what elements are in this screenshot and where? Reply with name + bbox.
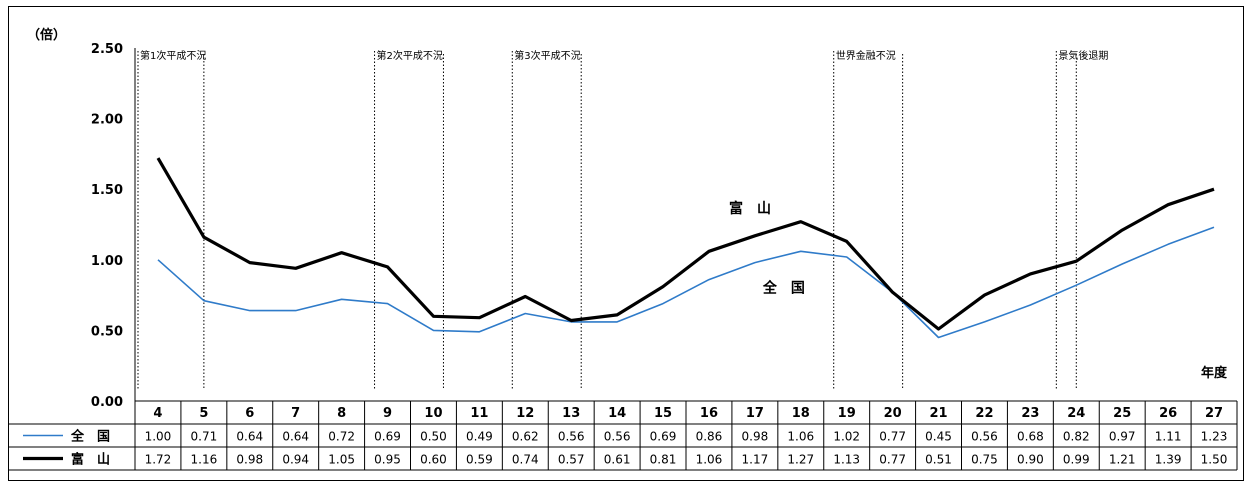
legend-label: 富 山 xyxy=(71,452,110,468)
table-cell-value: 0.50 xyxy=(420,430,447,444)
x-tick-label: 13 xyxy=(562,406,580,421)
x-tick-label: 12 xyxy=(516,406,534,421)
table-cell-value: 0.94 xyxy=(282,453,309,467)
table-cell-value: 1.05 xyxy=(328,453,355,467)
table-cell-value: 0.98 xyxy=(742,430,769,444)
table-cell-value: 0.49 xyxy=(466,430,493,444)
table-cell-value: 0.60 xyxy=(420,453,447,467)
x-tick-label: 9 xyxy=(383,406,392,421)
table-cell-value: 0.51 xyxy=(925,453,952,467)
table-cell-value: 0.74 xyxy=(512,453,539,467)
table-cell-value: 0.77 xyxy=(879,453,906,467)
y-tick-label: 2.50 xyxy=(91,42,123,57)
x-tick-label: 14 xyxy=(608,406,626,421)
table-cell-value: 0.98 xyxy=(236,453,263,467)
x-tick-label: 27 xyxy=(1205,406,1223,421)
x-tick-label: 10 xyxy=(424,406,442,421)
table-cell-value: 1.00 xyxy=(145,430,172,444)
y-tick-label: 2.00 xyxy=(91,113,123,128)
table-cell-value: 1.17 xyxy=(742,453,769,467)
table-cell-value: 1.23 xyxy=(1201,430,1228,444)
table-cell-value: 1.39 xyxy=(1155,453,1182,467)
y-tick-label: 0.00 xyxy=(91,395,123,410)
series-label: 全 国 xyxy=(762,279,805,296)
x-tick-label: 18 xyxy=(792,406,810,421)
table-cell-value: 0.62 xyxy=(512,430,539,444)
table-cell-value: 0.68 xyxy=(1017,430,1044,444)
table-cell-value: 0.77 xyxy=(879,430,906,444)
table-cell-value: 0.81 xyxy=(650,453,677,467)
table-cell-value: 0.57 xyxy=(558,453,585,467)
table-cell-value: 0.69 xyxy=(650,430,677,444)
y-tick-label: 0.50 xyxy=(91,324,123,339)
recession-label: 第3次平成不況 xyxy=(514,49,580,62)
table-cell-value: 1.50 xyxy=(1201,453,1228,467)
x-tick-label: 23 xyxy=(1021,406,1039,421)
x-tick-label: 11 xyxy=(470,406,488,421)
y-tick-label: 1.50 xyxy=(91,183,123,198)
table-cell-value: 0.82 xyxy=(1063,430,1090,444)
table-cell-value: 1.06 xyxy=(696,453,723,467)
chart-frame: （倍） 年度 0.00 0.50 1.00 1.50 2.00 2.50 第1次平成不況 第2… xyxy=(8,6,1244,481)
y-unit-label: （倍） xyxy=(27,27,66,43)
table-cell-value: 1.02 xyxy=(833,430,860,444)
y-tick-label: 1.00 xyxy=(91,254,123,269)
x-tick-label: 24 xyxy=(1067,406,1085,421)
plot-area: 0.00 0.50 1.00 1.50 2.00 2.50 第1次平成不況 第2次平成不況 第3… xyxy=(91,42,1215,410)
table-cell-value: 1.72 xyxy=(145,453,172,467)
x-tick-label: 7 xyxy=(291,406,300,421)
table-cell-value: 0.45 xyxy=(925,430,952,444)
x-tick-label: 20 xyxy=(884,406,902,421)
chart-svg: （倍） 年度 0.00 0.50 1.00 1.50 2.00 2.50 第1次平成不況 第2… xyxy=(9,27,1238,471)
x-tick-label: 6 xyxy=(245,406,254,421)
x-tick-label: 25 xyxy=(1113,406,1131,421)
table-cell-value: 0.97 xyxy=(1109,430,1136,444)
table-cell-value: 1.21 xyxy=(1109,453,1136,467)
table-cell-value: 0.69 xyxy=(374,430,401,444)
table-cell-value: 1.06 xyxy=(787,430,814,444)
table-cell-value: 0.75 xyxy=(971,453,998,467)
data-table: 4 5 6 7 8 9 10 11 12 13 14 15 16 17 18 19 20 21 22 23 24 25 26… xyxy=(9,400,1238,471)
x-tick-label: 19 xyxy=(838,406,856,421)
table-cell-value: 0.90 xyxy=(1017,453,1044,467)
table-cell-value: 0.61 xyxy=(604,453,631,467)
x-tick-label: 4 xyxy=(153,406,162,421)
series-line xyxy=(157,226,1215,339)
series-line xyxy=(156,157,1215,331)
recession-label: 世界金融不況 xyxy=(836,49,896,62)
table-cell-value: 0.95 xyxy=(374,453,401,467)
x-axis-label: 年度 xyxy=(1201,365,1228,381)
table-cell-value: 0.56 xyxy=(604,430,631,444)
x-tick-label: 15 xyxy=(654,406,672,421)
legend-label: 全 国 xyxy=(70,429,110,445)
table-cell-value: 1.13 xyxy=(833,453,860,467)
series-label: 富 山 xyxy=(729,200,771,217)
x-tick-label: 22 xyxy=(975,406,993,421)
table-cell-value: 1.27 xyxy=(787,453,814,467)
table-cell-value: 0.86 xyxy=(696,430,723,444)
recession-label: 第1次平成不況 xyxy=(140,49,206,62)
table-cell-value: 0.71 xyxy=(191,430,218,444)
x-tick-label: 8 xyxy=(337,406,346,421)
recession-label: 第2次平成不況 xyxy=(377,49,443,62)
table-cell-value: 1.16 xyxy=(191,453,218,467)
recession-label: 景気後退期 xyxy=(1058,49,1108,62)
table-cell-value: 0.56 xyxy=(971,430,998,444)
x-tick-label: 21 xyxy=(929,406,947,421)
x-tick-label: 16 xyxy=(700,406,718,421)
x-tick-label: 5 xyxy=(199,406,208,421)
table-cell-value: 0.99 xyxy=(1063,453,1090,467)
x-tick-label: 17 xyxy=(746,406,764,421)
x-tick-label: 26 xyxy=(1159,406,1177,421)
table-cell-value: 0.64 xyxy=(282,430,309,444)
table-cell-value: 0.64 xyxy=(236,430,263,444)
table-cell-value: 0.59 xyxy=(466,453,493,467)
table-cell-value: 0.72 xyxy=(328,430,355,444)
table-cell-value: 1.11 xyxy=(1155,430,1182,444)
table-cell-value: 0.56 xyxy=(558,430,585,444)
